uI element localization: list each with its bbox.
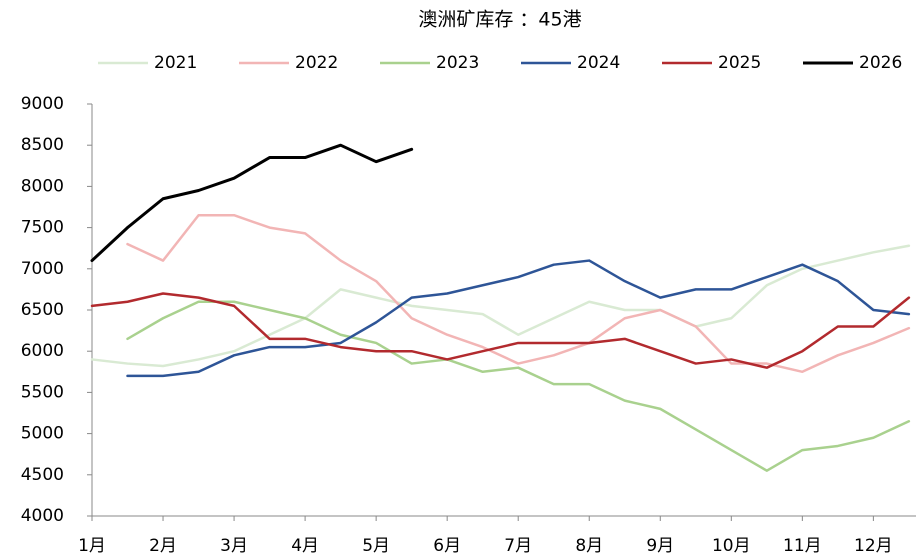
legend-label: 2022: [295, 53, 338, 73]
x-tick-label: 3月: [220, 536, 248, 556]
legend-label: 2026: [859, 53, 902, 73]
x-tick-label: 12月: [854, 536, 893, 556]
y-tick-label: 7500: [21, 218, 64, 238]
y-tick-label: 7000: [21, 259, 64, 279]
y-tick-label: 8500: [21, 135, 64, 155]
y-tick-label: 6500: [21, 300, 64, 320]
x-tick-label: 7月: [504, 536, 532, 556]
series-line: [126, 259, 911, 378]
x-tick-label: 2月: [149, 536, 177, 556]
x-tick-label: 8月: [575, 536, 603, 556]
x-tick-label: 4月: [291, 536, 319, 556]
x-tick-label: 1月: [78, 536, 106, 556]
series-line: [90, 244, 911, 368]
chart-title: 澳洲矿库存 ：45港: [418, 9, 581, 31]
x-tick-label: 11月: [783, 536, 822, 556]
x-tick-label: 9月: [646, 536, 674, 556]
series-line: [90, 143, 414, 263]
y-tick-label: 4000: [21, 506, 64, 526]
y-tick-label: 6000: [21, 341, 64, 361]
legend-label: 2021: [154, 53, 197, 73]
series-line: [126, 300, 911, 472]
series-line: [90, 292, 911, 369]
y-tick-label: 5000: [21, 424, 64, 444]
x-tick-label: 6月: [433, 536, 461, 556]
x-tick-label: 5月: [362, 536, 390, 556]
y-tick-label: 9000: [21, 94, 64, 114]
y-tick-label: 4500: [21, 465, 64, 485]
y-tick-label: 5500: [21, 382, 64, 402]
legend-label: 2025: [718, 53, 761, 73]
x-tick-label: 10月: [712, 536, 751, 556]
y-tick-label: 8000: [21, 176, 64, 196]
series-line: [126, 213, 911, 374]
legend-label: 2024: [577, 53, 620, 73]
legend-label: 2023: [436, 53, 479, 73]
